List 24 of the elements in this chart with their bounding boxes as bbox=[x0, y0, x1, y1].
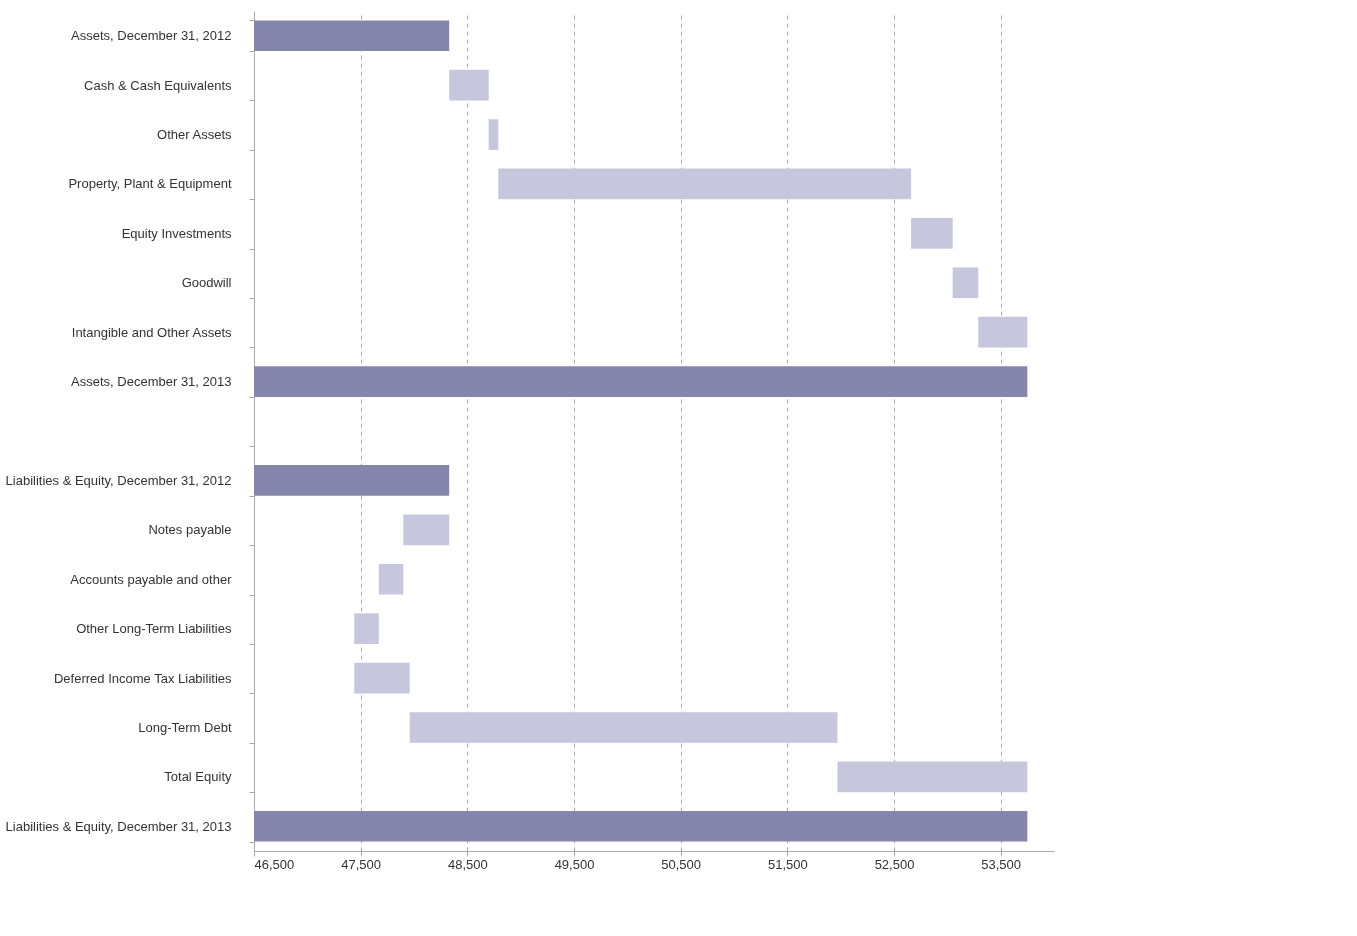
y-tick-label: Cash & Cash Equivalents bbox=[84, 77, 232, 93]
y-tick-label: Total Equity bbox=[164, 769, 232, 785]
x-tick-label: 49,500 bbox=[554, 856, 595, 872]
y-tick-label: Assets, December 31, 2013 bbox=[71, 374, 232, 390]
y-tick-label: Accounts payable and other bbox=[70, 571, 233, 587]
y-tick-label: Assets, December 31, 2012 bbox=[71, 28, 232, 44]
y-tick-label: Notes payable bbox=[148, 522, 232, 538]
y-tick-label: Equity Investments bbox=[121, 225, 232, 241]
x-tick-label: 47,500 bbox=[341, 856, 382, 872]
x-tick-label: 51,500 bbox=[767, 856, 808, 872]
y-tick-label: Deferred Income Tax Liabilities bbox=[53, 670, 232, 686]
y-tick-label: Other Assets bbox=[157, 127, 232, 143]
y-tick-label: Intangible and Other Assets bbox=[71, 324, 232, 340]
x-tick-label: 46,500 bbox=[254, 856, 295, 872]
x-tick-label: 48,500 bbox=[447, 856, 488, 872]
y-tick-label: Liabilities & Equity, December 31, 2012 bbox=[5, 472, 232, 488]
y-tick-label: Property, Plant & Equipment bbox=[68, 176, 232, 192]
y-tick-label: Other Long-Term Liabilities bbox=[76, 621, 232, 637]
x-tick-label: 53,500 bbox=[981, 856, 1022, 872]
y-tick-label: Long-Term Debt bbox=[138, 719, 232, 735]
y-tick-label: Goodwill bbox=[181, 275, 232, 291]
y-tick-label: Liabilities & Equity, December 31, 2013 bbox=[5, 818, 232, 834]
x-tick-label: 52,500 bbox=[874, 856, 915, 872]
x-tick-label: 50,500 bbox=[661, 856, 702, 872]
